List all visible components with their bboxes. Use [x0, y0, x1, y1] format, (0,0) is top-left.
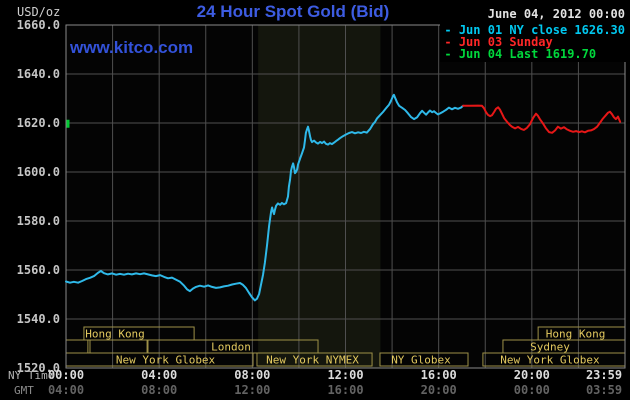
session-label-new-york-globex: New York Globex — [500, 354, 600, 367]
legend-item-jun-04-last-1619-70: - Jun 04 Last 1619.70 — [444, 47, 597, 61]
session-label-new-york-nymex: New York NYMEX — [266, 354, 359, 367]
price-line-jun-03-sunday — [462, 104, 622, 134]
y-tick-1560: 1560.0 — [16, 263, 60, 277]
x-tick-gmt-00-00: 00:00 — [513, 383, 550, 397]
price-line-jun-01-04-spot-gold-bid — [65, 93, 465, 302]
session-label-london: London — [211, 341, 251, 354]
chart-title: 24 Hour Spot Gold (Bid) — [196, 2, 390, 21]
x-tick-ny-12-00: 12:00 — [327, 368, 364, 382]
x-tick-gmt-12-00: 12:00 — [234, 383, 271, 397]
datetime-label: June 04, 2012 00:00 — [487, 7, 625, 21]
ny-time-axis-label: NY Time — [8, 369, 55, 382]
legend-item-jun-01-ny-close-1626-30: - Jun 01 NY close 1626.30 — [444, 23, 625, 37]
plot-border — [65, 24, 626, 369]
session-box-ny-globex — [379, 352, 469, 367]
gmt-axis-label: GMT — [14, 384, 34, 397]
session-label-new-york-globex: New York Globex — [116, 354, 216, 367]
kitco-watermark: www.kitco.com — [70, 38, 194, 57]
legend-item-jun-03-sunday: - Jun 03 Sunday — [444, 35, 553, 49]
x-tick-gmt-03-59: 03:59 — [585, 383, 623, 397]
y-tick-1520: 1520.0 — [16, 361, 60, 375]
y-tick-1640: 1640.0 — [16, 67, 60, 81]
session-label-hong-kong: Hong Kong — [85, 328, 145, 341]
y-tick-1620: 1620.0 — [16, 116, 60, 130]
chart-legend: - Jun 01 NY close 1626.30- Jun 03 Sunday… — [440, 23, 627, 62]
y-tick-1580: 1580.0 — [16, 214, 60, 228]
x-tick-ny-00-00: 00:00 — [47, 368, 85, 382]
y-tick-1660: 1660.0 — [16, 18, 60, 32]
x-tick-ny-04-00: 04:00 — [141, 368, 178, 382]
session-label-ny-globex: NY Globex — [391, 354, 451, 367]
y-tick-1600: 1600.0 — [16, 165, 60, 179]
x-tick-gmt-16-00: 16:00 — [327, 383, 364, 397]
x-tick-gmt-20-00: 20:00 — [420, 383, 457, 397]
x-tick-ny-20-00: 20:00 — [513, 368, 550, 382]
x-tick-gmt-08-00: 08:00 — [141, 383, 178, 397]
last-price-marker — [66, 119, 70, 128]
x-tick-ny-16-00: 16:00 — [420, 368, 457, 382]
y-axis-units-label: USD/oz — [17, 5, 61, 19]
x-tick-ny-23-59: 23:59 — [585, 368, 623, 382]
shaded-session-band — [258, 25, 381, 368]
session-label-hong-kong: Hong Kong — [546, 328, 606, 341]
x-tick-ny-08-00: 08:00 — [234, 368, 271, 382]
x-tick-gmt-04-00: 04:00 — [47, 383, 85, 397]
session-label-sydney: Sydney — [530, 341, 570, 354]
session-box-new-york-nymex — [256, 352, 373, 367]
y-tick-1540: 1540.0 — [16, 312, 60, 326]
